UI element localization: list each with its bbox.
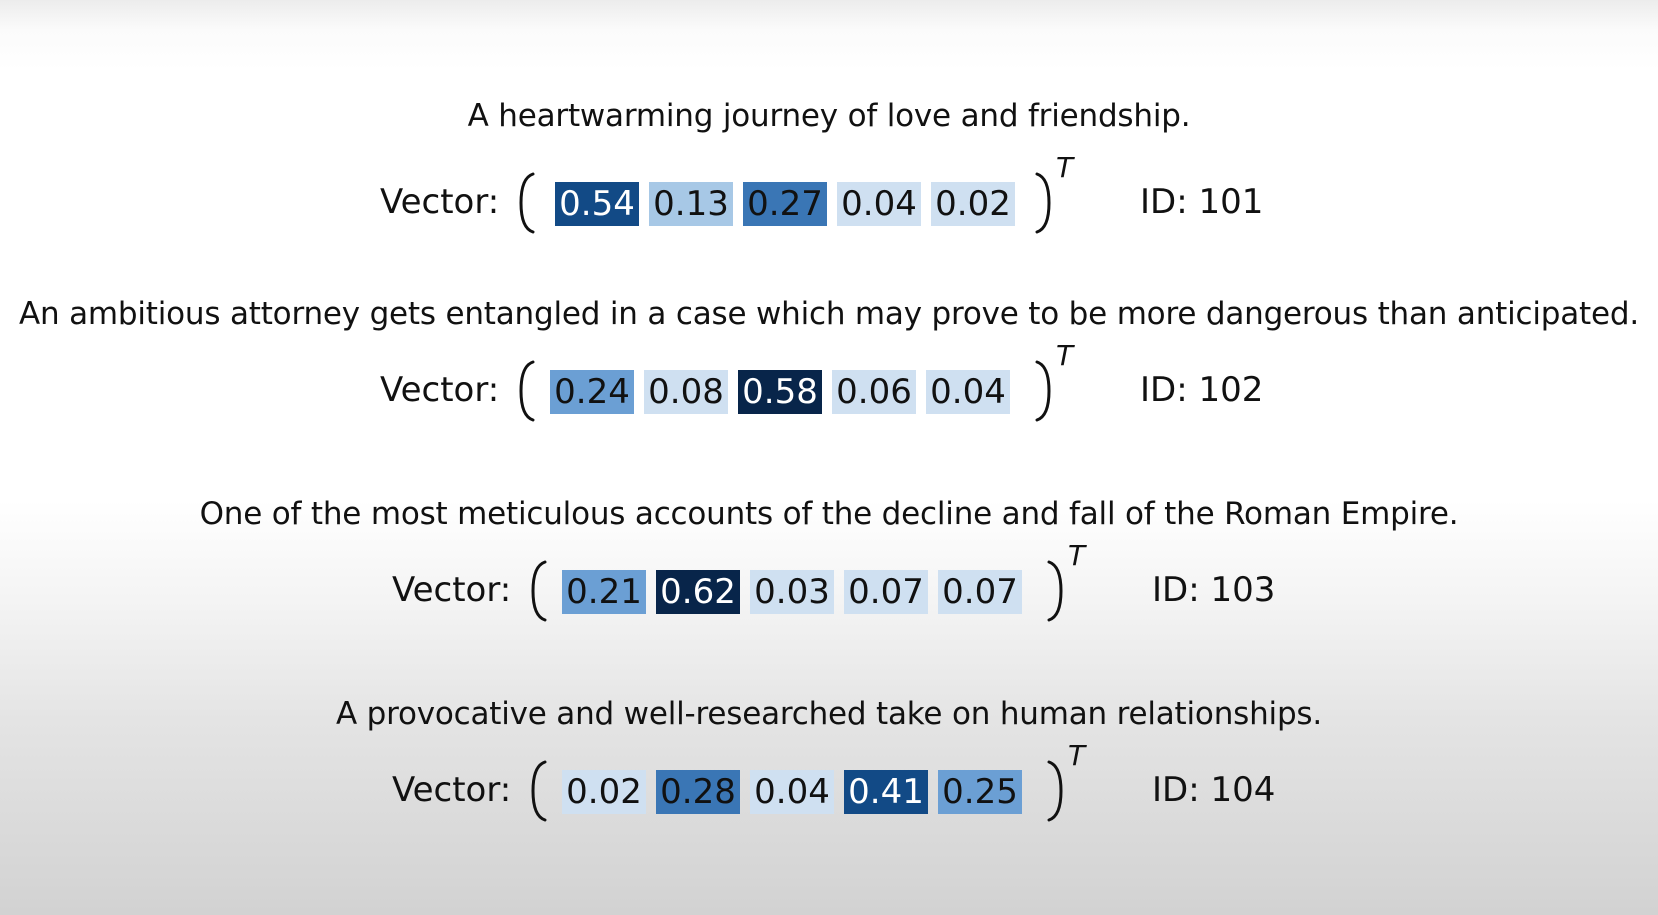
id-label: ID: 103 — [1152, 570, 1276, 610]
vector-cell: 0.07 — [938, 570, 1022, 614]
vector-cell: 0.54 — [555, 182, 639, 226]
vector-cell: 0.41 — [844, 770, 928, 814]
right-bracket — [1035, 172, 1051, 234]
id-label: ID: 104 — [1152, 770, 1276, 810]
vector-cell: 0.08 — [644, 370, 728, 414]
right-bracket — [1035, 360, 1051, 422]
entry-sentence: A heartwarming journey of love and frien… — [467, 98, 1191, 134]
entry-sentence: An ambitious attorney gets entangled in … — [19, 296, 1639, 332]
vector-cell: 0.25 — [938, 770, 1022, 814]
vector-label: Vector: — [380, 182, 500, 222]
vector-cell: 0.04 — [750, 770, 834, 814]
vector-cell: 0.04 — [926, 370, 1010, 414]
vector-cell: 0.02 — [931, 182, 1015, 226]
vector-cell: 0.07 — [844, 570, 928, 614]
entry-sentence: A provocative and well-researched take o… — [335, 696, 1323, 732]
vector-cells: 0.24 0.08 0.58 0.06 0.04 — [550, 370, 1010, 414]
vector-cell: 0.13 — [649, 182, 733, 226]
transpose-superscript: T — [1068, 739, 1086, 772]
vector-label: Vector: — [380, 370, 500, 410]
vector-cell: 0.03 — [750, 570, 834, 614]
left-bracket — [519, 360, 535, 422]
vector-cells: 0.21 0.62 0.03 0.07 0.07 — [562, 570, 1022, 614]
vector-label: Vector: — [392, 570, 512, 610]
right-bracket — [1047, 560, 1063, 622]
id-label: ID: 102 — [1140, 370, 1264, 410]
vector-cell: 0.02 — [562, 770, 646, 814]
transpose-superscript: T — [1056, 339, 1074, 372]
vector-cell: 0.24 — [550, 370, 634, 414]
vector-cells: 0.54 0.13 0.27 0.04 0.02 — [555, 182, 1015, 226]
vector-row: Vector: 0.21 0.62 0.03 0.07 0.07 T ID: 1… — [392, 540, 1292, 636]
left-bracket — [531, 760, 547, 822]
vector-cells: 0.02 0.28 0.04 0.41 0.25 — [562, 770, 1022, 814]
vector-row: Vector: 0.54 0.13 0.27 0.04 0.02 T ID: 1… — [380, 152, 1280, 248]
vector-label: Vector: — [392, 770, 512, 810]
transpose-superscript: T — [1068, 539, 1086, 572]
right-bracket — [1047, 760, 1063, 822]
vector-cell: 0.27 — [743, 182, 827, 226]
vector-cell: 0.04 — [837, 182, 921, 226]
vector-cell: 0.21 — [562, 570, 646, 614]
vector-row: Vector: 0.24 0.08 0.58 0.06 0.04 T ID: 1… — [380, 340, 1280, 436]
id-label: ID: 101 — [1140, 182, 1264, 222]
vector-cell: 0.62 — [656, 570, 740, 614]
transpose-superscript: T — [1056, 151, 1074, 184]
vector-cell: 0.58 — [738, 370, 822, 414]
left-bracket — [531, 560, 547, 622]
vector-row: Vector: 0.02 0.28 0.04 0.41 0.25 T ID: 1… — [392, 740, 1292, 836]
vector-cell: 0.06 — [832, 370, 916, 414]
entry-sentence: One of the most meticulous accounts of t… — [199, 496, 1459, 532]
vector-cell: 0.28 — [656, 770, 740, 814]
left-bracket — [519, 172, 535, 234]
